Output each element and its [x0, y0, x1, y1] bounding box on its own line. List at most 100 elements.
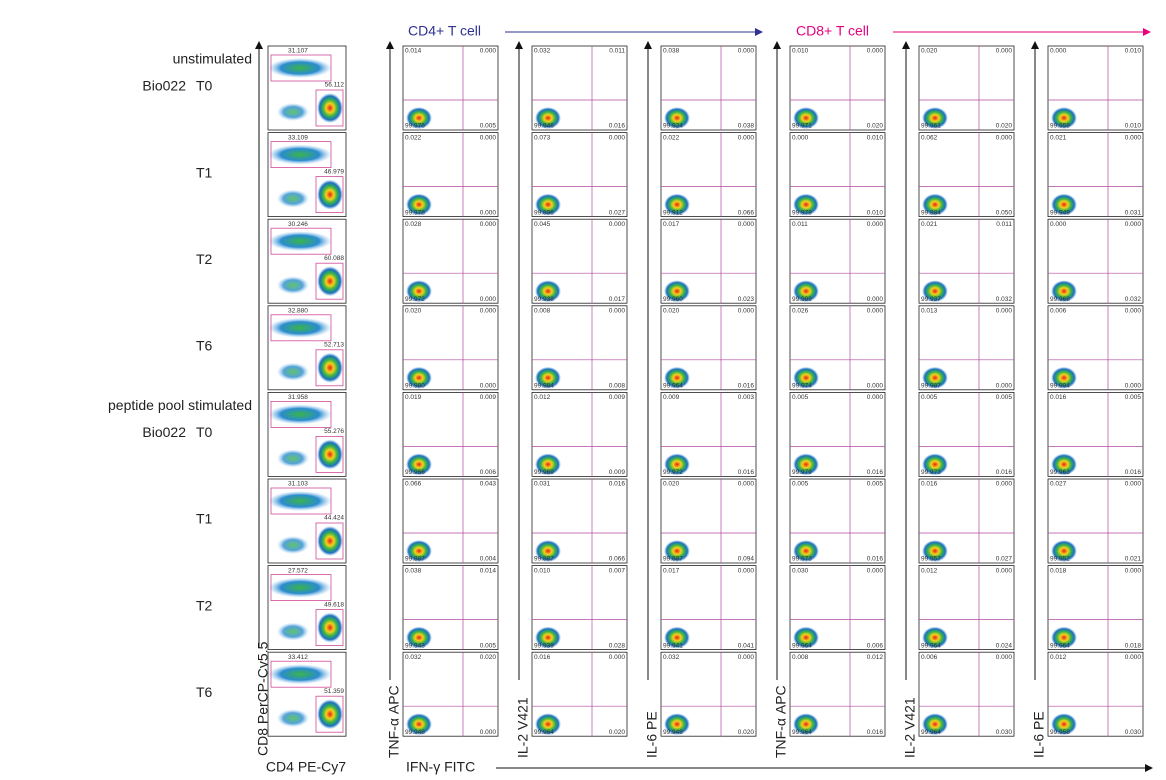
cd4-gate	[315, 349, 344, 387]
q-lower-left: 99.959	[1050, 123, 1070, 130]
cd8-gate	[270, 54, 332, 82]
dn-population	[277, 103, 309, 121]
cell-population	[922, 713, 948, 736]
cell-population	[406, 453, 432, 476]
q-lower-left: 99.966	[405, 469, 425, 476]
q-lower-left: 99.979	[792, 209, 812, 216]
cd4-gate	[315, 695, 344, 733]
q-upper-left: 0.073	[534, 134, 551, 141]
q-upper-left: 0.017	[663, 567, 680, 574]
cd8-percent: 31.958	[288, 394, 308, 401]
cell-population	[1051, 626, 1077, 649]
q-lower-right: 0.017	[609, 296, 626, 303]
q-upper-right: 0.009	[609, 394, 626, 401]
cd8-percent: 32.880	[288, 308, 308, 315]
q-lower-right: 0.020	[609, 729, 626, 736]
q-lower-right: 0.000	[867, 383, 884, 390]
cell-population	[664, 626, 690, 649]
q-lower-left: 99.989	[792, 296, 812, 303]
q-upper-right: 0.000	[480, 134, 497, 141]
q-lower-right: 0.030	[996, 729, 1013, 736]
q-lower-right: 0.016	[738, 469, 755, 476]
q-lower-left: 99.887	[663, 556, 683, 563]
q-upper-left: 0.008	[792, 654, 809, 661]
cd8-gate	[270, 227, 332, 255]
q-lower-right: 0.008	[609, 383, 626, 390]
q-lower-left: 99.964	[792, 642, 812, 649]
cd8-gate	[270, 574, 332, 601]
q-lower-right: 0.016	[609, 123, 626, 130]
q-upper-left: 0.008	[534, 308, 551, 315]
cell-population	[406, 107, 432, 129]
cell-population	[535, 107, 561, 129]
q-upper-left: 0.062	[921, 134, 938, 141]
q-upper-right: 0.012	[867, 654, 884, 661]
cell-population	[1051, 280, 1077, 303]
q-lower-right: 0.005	[480, 642, 497, 649]
q-lower-left: 99.964	[663, 383, 683, 390]
q-upper-left: 0.019	[405, 394, 422, 401]
dn-population	[277, 622, 309, 641]
q-lower-right: 0.020	[867, 123, 884, 130]
q-upper-right: 0.016	[609, 481, 626, 488]
q-lower-right: 0.028	[609, 642, 626, 649]
cell-population	[406, 626, 432, 649]
q-lower-right: 0.032	[1125, 296, 1142, 303]
q-lower-right: 0.006	[480, 469, 497, 476]
q-upper-left: 0.000	[792, 134, 809, 141]
cell-population	[664, 280, 690, 303]
q-lower-left: 99.957	[921, 556, 941, 563]
q-lower-left: 99.974	[792, 383, 812, 390]
q-lower-left: 99.976	[405, 123, 425, 130]
q-upper-right: 0.000	[867, 308, 884, 315]
q-upper-right: 0.011	[996, 221, 1012, 228]
q-lower-right: 0.004	[480, 556, 497, 563]
cd4-gate	[315, 435, 344, 473]
cell-population	[406, 713, 432, 736]
q-upper-left: 0.031	[534, 481, 551, 488]
q-lower-left: 99.963	[1050, 469, 1070, 476]
q-upper-right: 0.000	[867, 567, 884, 574]
q-lower-left: 99.924	[663, 123, 683, 130]
cd4-population	[317, 526, 343, 556]
cd8-gate	[270, 487, 332, 515]
q-lower-left: 99.964	[921, 729, 941, 736]
q-lower-right: 0.020	[996, 123, 1013, 130]
cytokine-y-label: IL-6 PE	[1031, 711, 1047, 758]
group-label: peptide pool stimulated	[108, 397, 252, 413]
cell-population	[664, 540, 690, 562]
timepoint-label: T1	[196, 164, 213, 180]
cell-population	[1051, 713, 1077, 736]
q-upper-right: 0.000	[996, 308, 1013, 315]
q-upper-left: 0.020	[663, 481, 680, 488]
q-lower-right: 0.030	[1125, 729, 1142, 736]
cd8-gate	[270, 314, 332, 342]
q-upper-right: 0.007	[609, 567, 626, 574]
cell-population	[922, 193, 948, 216]
cd4-population	[317, 179, 343, 210]
cd8-population	[268, 404, 332, 425]
q-lower-right: 0.050	[996, 209, 1013, 216]
cd4-header: CD4+ T cell	[408, 23, 481, 39]
q-lower-right: 0.027	[609, 209, 626, 216]
q-upper-right: 0.020	[480, 654, 497, 661]
q-lower-right: 0.094	[738, 556, 755, 563]
cell-population	[793, 193, 819, 216]
cell-population	[922, 280, 948, 303]
q-lower-left: 99.948	[663, 729, 683, 736]
q-upper-right: 0.000	[1125, 654, 1142, 661]
cell-population	[406, 193, 432, 216]
q-lower-right: 0.010	[867, 209, 884, 216]
q-upper-left: 0.018	[1050, 567, 1067, 574]
cell-population	[922, 453, 948, 476]
group-label: unstimulated	[173, 51, 252, 67]
q-upper-left: 0.010	[534, 567, 551, 574]
cell-population	[793, 366, 819, 389]
cd4-population	[317, 699, 343, 730]
q-upper-right: 0.000	[996, 134, 1013, 141]
q-lower-left: 99.969	[534, 469, 554, 476]
cd4-gate	[315, 262, 344, 300]
q-upper-right: 0.003	[738, 394, 755, 401]
cell-population	[1051, 453, 1077, 476]
